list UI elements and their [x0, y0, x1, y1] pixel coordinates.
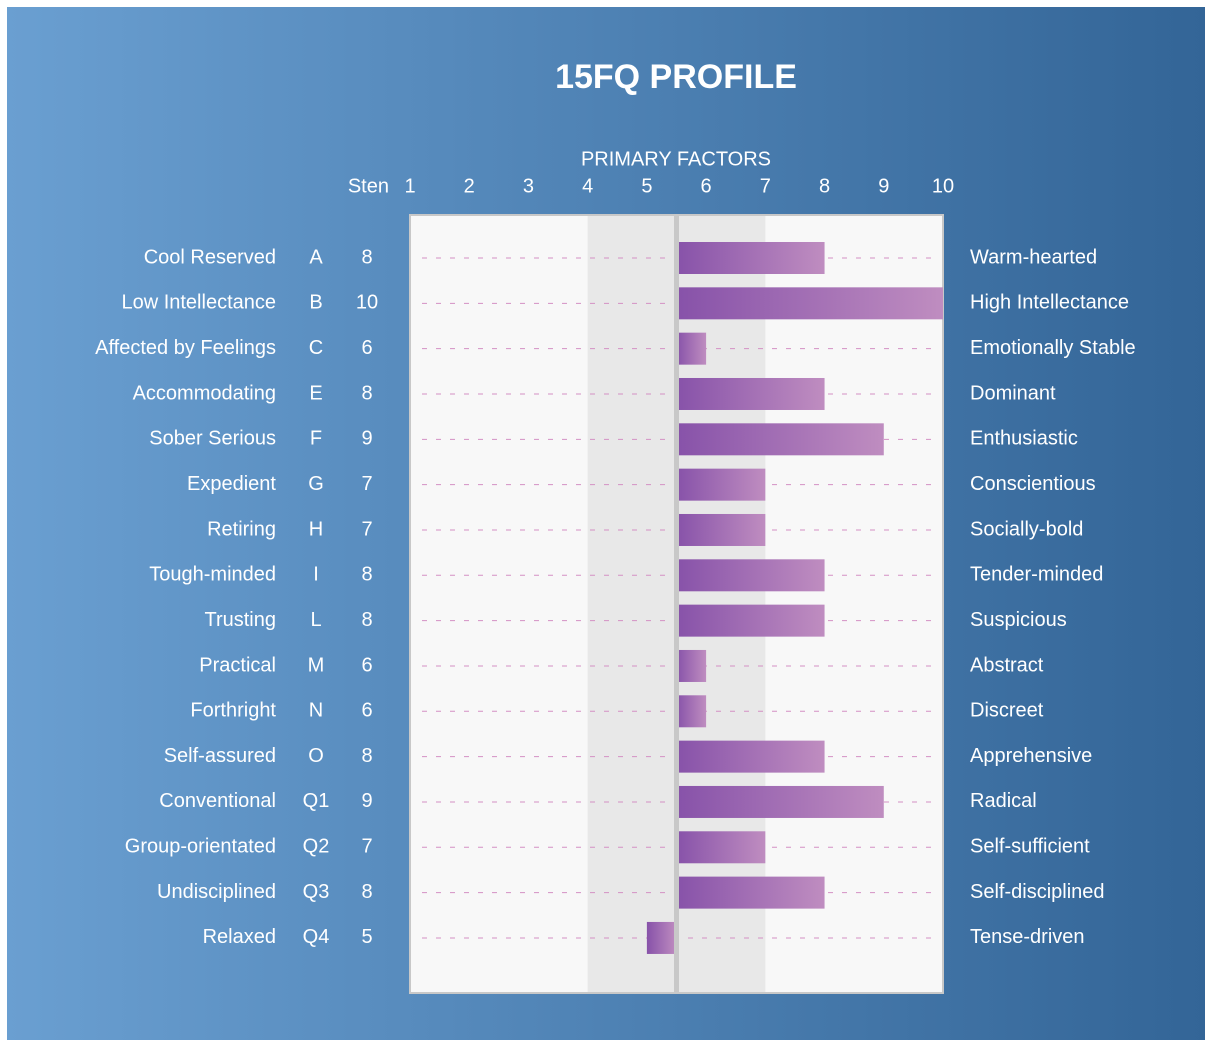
x-tick-label: 8 — [819, 175, 830, 197]
bar — [676, 649, 707, 682]
left-label: Group-orientated — [125, 836, 276, 858]
left-label: Relaxed — [203, 926, 276, 948]
factor-code: H — [309, 518, 323, 540]
right-label: High Intellectance — [970, 292, 1129, 314]
chart-subtitle: PRIMARY FACTORS — [581, 148, 771, 170]
left-label: Retiring — [207, 518, 276, 540]
x-tick-label: 5 — [641, 175, 652, 197]
sten-score: 7 — [361, 518, 372, 540]
factor-code: M — [308, 654, 325, 676]
left-label: Conventional — [159, 790, 276, 812]
right-label: Self-disciplined — [970, 881, 1105, 903]
x-tick-label: 7 — [760, 175, 771, 197]
left-label: Affected by Feelings — [95, 337, 276, 359]
sten-score: 8 — [361, 382, 372, 404]
bar — [676, 740, 825, 773]
left-label: Tough-minded — [149, 564, 276, 586]
bar — [676, 695, 707, 728]
left-label: Practical — [199, 654, 276, 676]
x-tick-label: 4 — [582, 175, 593, 197]
left-label: Self-assured — [164, 745, 276, 767]
factor-code: B — [309, 292, 322, 314]
factor-code: Q2 — [303, 836, 330, 858]
left-label: Low Intellectance — [121, 292, 276, 314]
bar — [676, 559, 825, 592]
factor-code: N — [309, 700, 323, 722]
x-tick-label: 6 — [701, 175, 712, 197]
sten-score: 10 — [356, 292, 378, 314]
bar — [676, 876, 825, 909]
bar — [676, 423, 884, 456]
left-label: Expedient — [187, 473, 276, 495]
right-label: Discreet — [970, 700, 1044, 722]
sten-score: 6 — [361, 337, 372, 359]
factor-code: F — [310, 428, 322, 450]
right-label: Enthusiastic — [970, 428, 1078, 450]
bar — [676, 377, 825, 410]
left-label: Accommodating — [133, 382, 276, 404]
left-label: Cool Reserved — [144, 246, 276, 268]
bar — [676, 332, 707, 365]
bar — [676, 287, 943, 320]
right-label: Self-sufficient — [970, 836, 1090, 858]
right-label: Dominant — [970, 382, 1056, 404]
factor-code: C — [309, 337, 323, 359]
right-label: Radical — [970, 790, 1037, 812]
bar — [676, 468, 766, 501]
sten-score: 8 — [361, 564, 372, 586]
factor-code: O — [308, 745, 324, 767]
sten-score: 7 — [361, 836, 372, 858]
left-label: Sober Serious — [149, 428, 276, 450]
sten-score: 8 — [361, 745, 372, 767]
factor-code: G — [308, 473, 324, 495]
bar — [676, 513, 766, 546]
right-label: Abstract — [970, 654, 1044, 676]
right-label: Conscientious — [970, 473, 1096, 495]
right-label: Tender-minded — [970, 564, 1103, 586]
sten-score: 5 — [361, 926, 372, 948]
factor-code: Q4 — [303, 926, 330, 948]
right-label: Apprehensive — [970, 745, 1092, 767]
right-label: Suspicious — [970, 609, 1067, 631]
bar — [676, 831, 766, 864]
bar — [646, 921, 677, 954]
factor-code: A — [309, 246, 323, 268]
sten-score: 8 — [361, 609, 372, 631]
left-label: Trusting — [204, 609, 276, 631]
right-label: Socially-bold — [970, 518, 1083, 540]
right-label: Emotionally Stable — [970, 337, 1136, 359]
sten-score: 8 — [361, 881, 372, 903]
right-label: Warm-hearted — [970, 246, 1097, 268]
chart-title: 15FQ PROFILE — [555, 58, 797, 96]
factor-code: I — [313, 564, 319, 586]
sten-score: 8 — [361, 246, 372, 268]
bar — [676, 785, 884, 818]
factor-code: Q1 — [303, 790, 330, 812]
sten-header: Sten — [348, 175, 389, 197]
x-tick-label: 3 — [523, 175, 534, 197]
factor-code: L — [310, 609, 321, 631]
x-tick-label: 10 — [932, 175, 954, 197]
x-tick-label: 9 — [878, 175, 889, 197]
factor-code: E — [309, 382, 322, 404]
bar — [676, 604, 825, 637]
sten-score: 6 — [361, 654, 372, 676]
left-label: Undisciplined — [157, 881, 276, 903]
right-label: Tense-driven — [970, 926, 1085, 948]
sten-score: 6 — [361, 700, 372, 722]
sten-score: 9 — [361, 428, 372, 450]
sten-score: 9 — [361, 790, 372, 812]
sten-score: 7 — [361, 473, 372, 495]
x-tick-label: 1 — [404, 175, 415, 197]
bar — [676, 242, 825, 274]
factor-code: Q3 — [303, 881, 330, 903]
left-label: Forthright — [190, 700, 276, 722]
x-tick-label: 2 — [464, 175, 475, 197]
